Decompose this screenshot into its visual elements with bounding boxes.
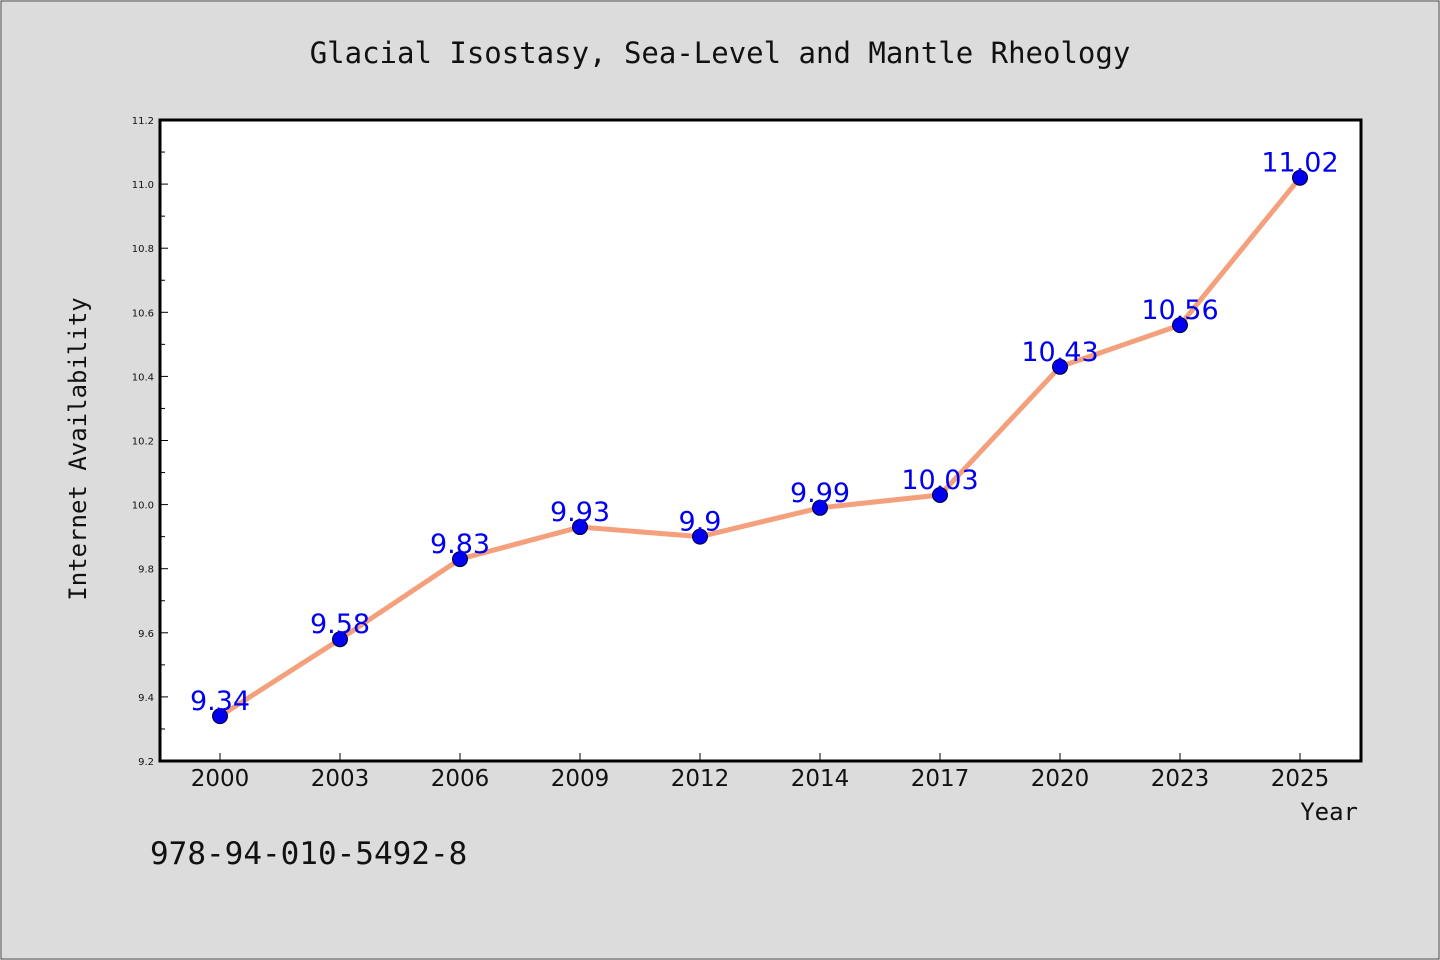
data-point (1292, 169, 1308, 186)
y-tick-label: 9.8 (138, 565, 154, 576)
series-markers (212, 169, 1308, 725)
plot-area (160, 120, 1361, 761)
x-tick-label: 2017 (911, 766, 970, 792)
x-axis-label: Year (1300, 798, 1358, 826)
y-tick-label: 10.8 (132, 244, 154, 255)
data-labels: 9.34 9.58 9.83 9.93 9.9 9.99 10.03 10.43 10.56 11… (190, 148, 1339, 717)
data-label: 9.9 (679, 507, 722, 538)
x-tick-label: 2020 (1031, 766, 1090, 792)
data-point (1052, 358, 1068, 375)
x-tick-label: 2000 (191, 766, 250, 792)
data-point (452, 551, 468, 568)
data-point (932, 486, 948, 503)
data-label: 10.56 (1141, 295, 1218, 326)
data-label: 10.03 (901, 465, 978, 496)
data-label: 9.99 (790, 478, 850, 509)
series-line (218, 176, 1302, 719)
data-label: 9.83 (430, 529, 490, 560)
y-tick-label: 9.6 (138, 629, 154, 640)
x-tick-label: 2023 (1151, 766, 1210, 792)
isbn-text: 978-94-010-5492-8 (150, 836, 467, 872)
data-label: 11.02 (1261, 148, 1338, 179)
chart-title: Glacial Isostasy, Sea-Level and Mantle R… (310, 36, 1131, 70)
y-axis-label: Internet Availability (64, 297, 92, 600)
x-tick-label: 2003 (311, 766, 370, 792)
data-label: 9.34 (190, 686, 250, 717)
x-tick-label: 2006 (431, 766, 490, 792)
y-tick-label: 10.4 (132, 372, 154, 383)
y-tick-label: 10.0 (132, 501, 154, 512)
x-tick-label: 2012 (671, 766, 730, 792)
x-tick-label: 2009 (551, 766, 610, 792)
data-point (692, 528, 708, 545)
x-tick-label: 2025 (1271, 766, 1330, 792)
y-tick-label: 11.2 (132, 116, 154, 127)
data-point (812, 499, 828, 516)
y-tick-label: 11.0 (132, 180, 154, 191)
y-tick-label: 10.2 (132, 437, 154, 448)
x-axis: 2000 2003 2006 2009 2012 2014 2017 2020 2023 2025 (191, 753, 1330, 792)
y-tick-label: 9.2 (138, 757, 154, 768)
data-point (212, 708, 228, 725)
y-tick-label: 10.6 (132, 308, 154, 319)
data-point (1172, 317, 1188, 334)
data-label: 9.58 (310, 609, 370, 640)
y-tick-label: 9.4 (138, 693, 154, 704)
data-label: 9.93 (550, 497, 610, 528)
x-tick-label: 2014 (791, 766, 850, 792)
y-axis: 9.2 9.4 9.6 9.8 10.0 10.2 10.4 10.6 10.8 11.0 11.2 (132, 116, 168, 768)
data-point (332, 631, 348, 648)
data-point (572, 519, 588, 536)
plot-frame (158, 118, 1363, 763)
data-label: 10.43 (1021, 337, 1098, 368)
